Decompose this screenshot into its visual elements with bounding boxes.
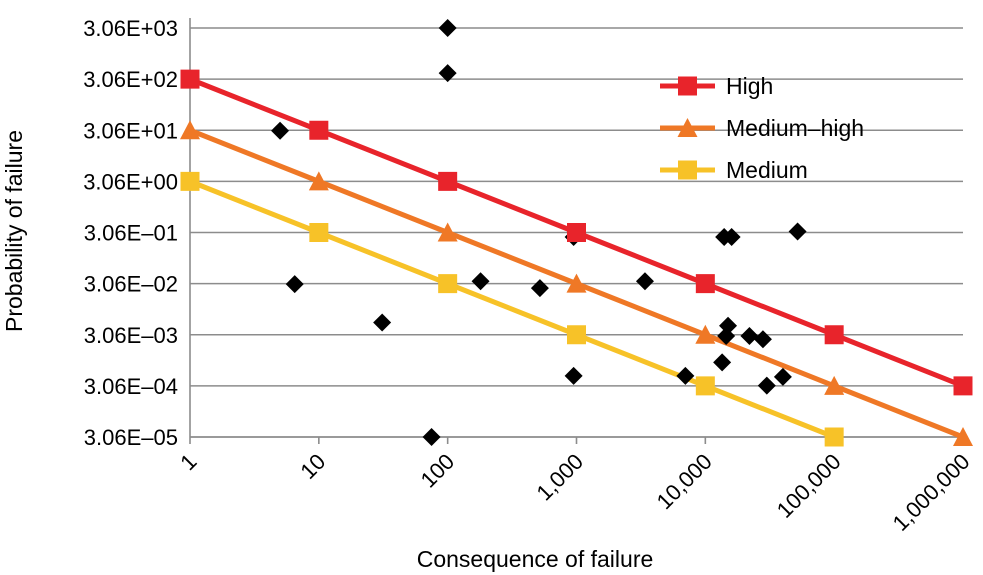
series-1-marker-4 xyxy=(695,324,716,344)
observation-point-6 xyxy=(471,272,490,291)
series-1-marker-0 xyxy=(180,120,200,140)
series-0-marker-2 xyxy=(438,171,458,191)
observation-point-10 xyxy=(422,428,441,446)
y-axis-title: Probability of failure xyxy=(1,130,27,332)
y-tick-label-8: 3.06E+03 xyxy=(83,16,178,41)
series-0-marker-1 xyxy=(309,120,329,140)
observation-point-20 xyxy=(757,376,776,395)
series-2-marker-4 xyxy=(695,376,715,396)
series-1-marker-1 xyxy=(308,171,329,191)
observation-point-15 xyxy=(722,227,741,246)
observation-point-1 xyxy=(438,64,457,83)
y-tick-label-3: 3.06E–02 xyxy=(84,272,178,297)
observation-point-7 xyxy=(530,279,549,298)
series-2-marker-5 xyxy=(824,427,844,447)
x-axis-title: Consequence of failure xyxy=(417,546,654,572)
x-tick-label-0: 1 xyxy=(175,449,201,475)
tick-labels: 3.06E–05 3.06E–04 3.06E–03 3.06E–02 3.06E–01… xyxy=(83,16,974,536)
observation-point-18 xyxy=(740,326,759,345)
series-1-marker-2 xyxy=(437,222,458,242)
observation-point-17 xyxy=(719,316,738,335)
y-tick-label-4: 3.06E–01 xyxy=(84,221,178,246)
legend-label-2: Medium xyxy=(726,157,808,183)
legend-label-1: Medium–high xyxy=(726,115,864,141)
series-2-marker-1 xyxy=(309,223,329,242)
series-0-marker-5 xyxy=(824,325,844,345)
legend-marker-1 xyxy=(677,118,698,137)
x-tick-label-3: 1,000 xyxy=(531,449,588,506)
series-1-marker-6 xyxy=(953,427,973,446)
observation-point-22 xyxy=(788,222,807,241)
observation-point-11 xyxy=(635,272,654,291)
series-0-marker-0 xyxy=(180,69,200,89)
series-2-marker-3 xyxy=(567,325,586,345)
observation-point-19 xyxy=(753,330,772,349)
y-tick-label-1: 3.06E–04 xyxy=(84,374,178,399)
y-tick-label-7: 3.06E+02 xyxy=(83,67,178,92)
observation-point-5 xyxy=(373,313,392,332)
x-tick-label-5: 100,000 xyxy=(772,449,846,523)
observation-point-12 xyxy=(676,366,695,385)
series-2-marker-0 xyxy=(180,171,200,191)
observation-point-0 xyxy=(438,19,457,37)
observation-points xyxy=(271,19,807,446)
observation-point-4 xyxy=(285,275,304,294)
series-2-marker-2 xyxy=(438,274,458,294)
legend-marker-2 xyxy=(678,160,697,180)
observation-point-13 xyxy=(713,353,732,372)
series-line-2 xyxy=(189,179,836,440)
observation-point-9 xyxy=(564,366,583,385)
series-0-marker-3 xyxy=(567,223,586,242)
x-tick-label-1: 10 xyxy=(295,449,330,484)
observation-point-21 xyxy=(773,367,792,386)
y-tick-label-0: 3.06E–05 xyxy=(84,425,178,450)
observation-point-2 xyxy=(271,121,290,140)
x-tick-label-6: 1,000,000 xyxy=(888,449,975,536)
x-tick-label-2: 100 xyxy=(416,449,460,493)
series-1-marker-3 xyxy=(566,273,587,293)
y-tick-label-5: 3.06E+00 xyxy=(83,169,178,194)
x-tick-label-4: 10,000 xyxy=(652,449,717,514)
y-tick-label-6: 3.06E+01 xyxy=(83,118,178,143)
legend: High Medium–high Medium xyxy=(660,73,864,183)
series-markers xyxy=(180,69,973,447)
series-1-marker-5 xyxy=(824,375,845,395)
y-tick-label-2: 3.06E–03 xyxy=(84,323,178,348)
legend-marker-0 xyxy=(678,76,697,96)
series-0-marker-4 xyxy=(695,274,715,294)
legend-label-0: High xyxy=(726,73,773,99)
series-0-marker-6 xyxy=(953,376,973,396)
